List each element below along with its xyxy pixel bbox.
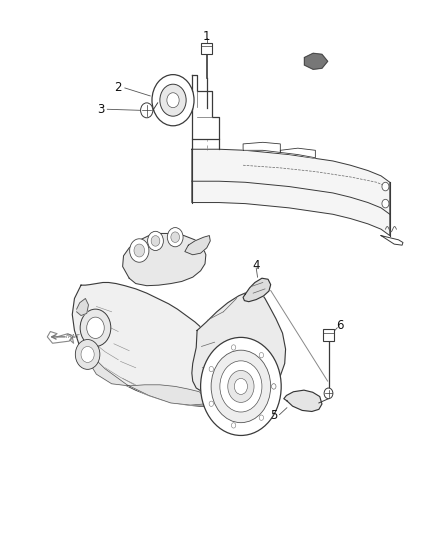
Circle shape bbox=[134, 244, 145, 257]
Polygon shape bbox=[381, 236, 403, 245]
Circle shape bbox=[167, 228, 183, 247]
Circle shape bbox=[152, 75, 194, 126]
Circle shape bbox=[87, 317, 104, 338]
Circle shape bbox=[259, 415, 264, 421]
Circle shape bbox=[130, 239, 149, 262]
Circle shape bbox=[80, 309, 111, 346]
Text: 4: 4 bbox=[252, 259, 260, 272]
Polygon shape bbox=[185, 236, 210, 255]
Polygon shape bbox=[192, 290, 286, 397]
Circle shape bbox=[148, 231, 163, 251]
Circle shape bbox=[151, 236, 160, 246]
Circle shape bbox=[160, 84, 186, 116]
Text: 1: 1 bbox=[203, 30, 211, 43]
Polygon shape bbox=[304, 53, 328, 69]
Text: 6: 6 bbox=[336, 319, 343, 332]
Circle shape bbox=[272, 384, 276, 389]
Circle shape bbox=[382, 182, 389, 191]
Circle shape bbox=[75, 340, 100, 369]
Polygon shape bbox=[243, 278, 271, 302]
Circle shape bbox=[209, 366, 213, 372]
Bar bbox=[201, 43, 212, 54]
Polygon shape bbox=[284, 390, 322, 411]
Polygon shape bbox=[88, 352, 206, 405]
Circle shape bbox=[324, 388, 333, 399]
Text: 2: 2 bbox=[114, 82, 122, 94]
Polygon shape bbox=[243, 142, 280, 152]
Circle shape bbox=[209, 401, 213, 407]
Bar bbox=[323, 329, 334, 341]
Circle shape bbox=[382, 199, 389, 208]
Text: 3: 3 bbox=[97, 103, 104, 116]
Polygon shape bbox=[192, 75, 219, 139]
Circle shape bbox=[220, 361, 262, 412]
Text: FRNT: FRNT bbox=[66, 334, 80, 340]
Circle shape bbox=[171, 232, 180, 243]
Circle shape bbox=[259, 352, 264, 358]
Circle shape bbox=[201, 337, 281, 435]
FancyArrowPatch shape bbox=[52, 335, 65, 339]
Circle shape bbox=[211, 350, 271, 423]
Polygon shape bbox=[72, 282, 234, 406]
Polygon shape bbox=[77, 298, 88, 316]
Circle shape bbox=[141, 103, 153, 118]
Circle shape bbox=[231, 423, 236, 428]
Circle shape bbox=[272, 384, 276, 389]
Polygon shape bbox=[280, 148, 315, 158]
Text: 5: 5 bbox=[270, 409, 277, 422]
Circle shape bbox=[234, 378, 247, 394]
Circle shape bbox=[167, 93, 179, 108]
Polygon shape bbox=[123, 233, 206, 286]
Polygon shape bbox=[47, 332, 74, 343]
Circle shape bbox=[81, 346, 94, 362]
Circle shape bbox=[228, 370, 254, 402]
Polygon shape bbox=[192, 149, 390, 236]
Circle shape bbox=[231, 345, 236, 350]
